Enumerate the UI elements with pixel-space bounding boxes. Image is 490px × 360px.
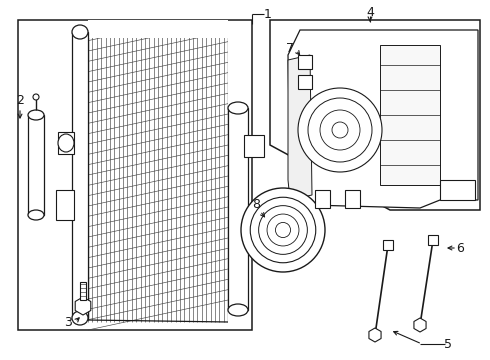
Bar (244, 220, 264, 242)
Bar (244, 135, 264, 157)
Bar (80, 282, 86, 300)
Circle shape (298, 88, 382, 172)
Bar (440, 180, 475, 200)
Circle shape (332, 122, 348, 138)
Bar (28, 115, 44, 215)
Text: 4: 4 (366, 5, 374, 18)
Ellipse shape (28, 110, 44, 120)
Bar (345, 190, 360, 208)
Text: 7: 7 (286, 41, 294, 54)
Bar (315, 190, 330, 208)
Ellipse shape (228, 304, 248, 316)
Circle shape (275, 222, 291, 238)
Polygon shape (288, 55, 312, 200)
Text: 6: 6 (456, 242, 464, 255)
Circle shape (250, 197, 316, 263)
Text: 2: 2 (16, 94, 24, 107)
Bar (72, 32, 88, 318)
Circle shape (320, 110, 360, 150)
Circle shape (259, 206, 307, 255)
Ellipse shape (28, 210, 44, 220)
Ellipse shape (58, 134, 74, 152)
Bar (298, 75, 312, 89)
Ellipse shape (33, 94, 39, 100)
Bar (58, 132, 74, 154)
Polygon shape (288, 30, 478, 208)
Circle shape (308, 98, 372, 162)
Bar (298, 55, 312, 69)
Bar (228, 108, 248, 310)
Ellipse shape (72, 311, 88, 325)
Text: 3: 3 (64, 315, 72, 328)
Bar (56, 190, 74, 220)
Ellipse shape (228, 102, 248, 114)
Text: 1: 1 (264, 8, 272, 21)
Text: 5: 5 (444, 338, 452, 351)
Bar (88, 20, 228, 322)
Ellipse shape (72, 25, 88, 39)
Text: 8: 8 (252, 198, 260, 211)
Bar (380, 45, 440, 185)
Circle shape (241, 188, 325, 272)
Bar (428, 235, 438, 245)
Bar (383, 240, 393, 250)
Bar (18, 20, 252, 330)
Circle shape (267, 214, 299, 246)
